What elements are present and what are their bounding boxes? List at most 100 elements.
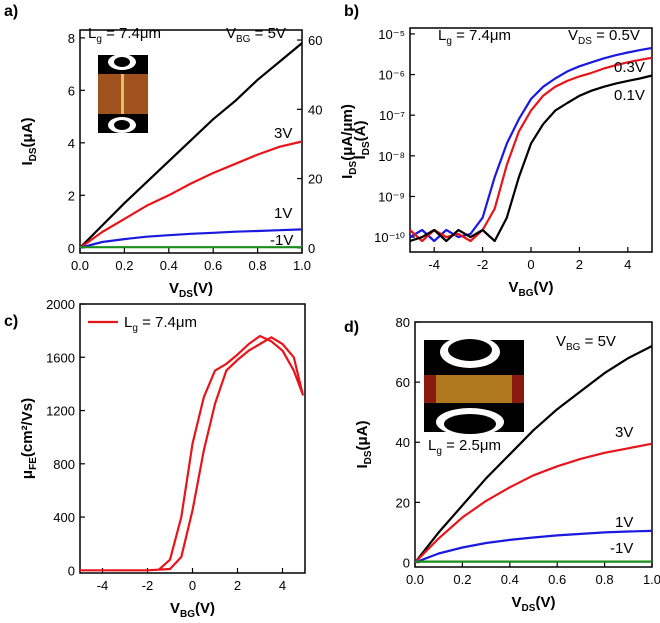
y-tick-label: 20 — [396, 495, 410, 510]
x-axis-title-rest: (V) — [534, 279, 554, 296]
annotation-main: V — [226, 25, 236, 42]
inset-d — [424, 336, 524, 436]
x-tick-label: 0 — [189, 578, 196, 593]
x-axis-title-rest: (V) — [193, 280, 213, 297]
x-axis-title: VBG(V) — [170, 600, 215, 620]
y-axis-title-sub: FE — [28, 457, 39, 470]
x-tick-label: 0 — [527, 257, 534, 272]
y-tick-label: 10⁻⁵ — [378, 27, 405, 42]
x-axis-title-main: V — [170, 600, 180, 617]
annotation: 3V — [615, 424, 633, 441]
x-axis-title: VDS(V) — [512, 594, 556, 614]
y-tick-label: 40 — [396, 435, 410, 450]
y-tick-label: 10⁻⁹ — [378, 189, 405, 204]
x-tick-label: 0.4 — [501, 572, 519, 587]
annotation-sub: g — [96, 34, 102, 45]
annotation-main: 0.1V — [614, 87, 645, 104]
y-tick-label: 60 — [396, 375, 410, 390]
y-tick-label: 2000 — [46, 297, 75, 312]
x-tick-label: 2 — [234, 578, 241, 593]
y-tick-label: 0 — [68, 241, 75, 256]
annotation: 1V — [274, 205, 292, 222]
y-tick-label: 10⁻¹⁰ — [374, 230, 405, 245]
x-tick-label: -2 — [142, 578, 154, 593]
legend-label-rest: = 7.4μm — [138, 314, 197, 331]
annotation-rest: = 7.4μm — [102, 25, 161, 42]
annotation-sub: BG — [566, 342, 581, 353]
annotation-rest: = 0.5V — [592, 27, 640, 44]
y-tick-label: 10⁻⁷ — [379, 108, 405, 123]
y-axis-title-main: I — [19, 161, 36, 165]
data-line — [80, 334, 304, 572]
y2-tick-label: 40 — [308, 102, 322, 117]
y-axis-title-main: I — [352, 155, 369, 159]
y-tick-label: 6 — [68, 83, 75, 98]
x-tick-label: 1.0 — [643, 572, 660, 587]
annotation-sub: g — [446, 36, 452, 47]
y2-axis-title-sub: DS — [348, 160, 359, 174]
panel-label: b) — [344, 3, 359, 20]
plot-frame — [79, 303, 306, 574]
y-tick-label: 8 — [68, 31, 75, 46]
annotation: 3V — [274, 125, 292, 142]
y-tick-label: 1600 — [46, 350, 75, 365]
x-tick-label: 0.8 — [249, 258, 267, 273]
y2-axis-title: IDS(μA/μm) — [339, 104, 359, 179]
y-tick-label: 800 — [53, 457, 75, 472]
legend-label: Lg = 7.4μm — [124, 314, 197, 334]
y-axis-title: IDS(A) — [352, 121, 372, 160]
y-axis-title-main: I — [354, 464, 371, 468]
x-tick-label: -2 — [477, 257, 489, 272]
x-tick-label: 0.0 — [71, 258, 89, 273]
y-tick-label: 10⁻⁶ — [378, 68, 405, 83]
annotation: -1V — [610, 540, 633, 557]
annotation-sub: BG — [236, 34, 251, 45]
annotation-rest: = 5V — [580, 333, 615, 350]
y2-tick-label: 0 — [308, 241, 315, 256]
x-axis-title-rest: (V) — [195, 600, 215, 617]
annotation: 0.3V — [614, 59, 645, 76]
y-axis-title-rest: (μA) — [19, 117, 36, 147]
x-tick-label: 0.4 — [160, 258, 178, 273]
data-line — [414, 442, 653, 564]
y-axis-title-main: μ — [19, 470, 36, 479]
annotation-main: L — [438, 27, 446, 44]
data-line — [414, 529, 653, 564]
annotation-main: -1V — [270, 232, 293, 249]
panel-label: a) — [4, 3, 18, 20]
y-tick-label: 0 — [68, 563, 75, 578]
x-tick-label: 0.0 — [406, 572, 424, 587]
y-tick-label: 400 — [53, 510, 75, 525]
x-axis-title-rest: (V) — [535, 594, 555, 611]
y-tick-label: 4 — [68, 136, 75, 151]
y-axis-title-sub: DS — [28, 147, 39, 161]
annotation-main: 1V — [274, 205, 292, 222]
inset-a — [98, 54, 148, 133]
data-line — [79, 228, 303, 249]
annotation-main: V — [556, 333, 566, 350]
x-tick-label: 4 — [279, 578, 286, 593]
x-tick-label: -4 — [428, 257, 440, 272]
data-line — [414, 345, 653, 564]
annotation-main: L — [428, 437, 436, 454]
y-tick-label: 10⁻⁸ — [378, 149, 405, 164]
y-axis-title-rest: (cm²/Vs) — [19, 398, 36, 457]
y-axis-title: μFE(cm²/Vs) — [19, 398, 39, 479]
annotation: VDS = 0.5V — [568, 27, 640, 47]
panel-label: c) — [4, 313, 18, 330]
y-tick-label: 0 — [403, 555, 410, 570]
annotation-rest: = 5V — [250, 25, 285, 42]
x-axis-title-sub: DS — [179, 289, 193, 300]
x-axis-title-main: V — [512, 594, 522, 611]
x-axis-title: VDS(V) — [169, 280, 213, 300]
y-axis-title: IDS(μA) — [354, 420, 374, 468]
annotation-main: -1V — [610, 540, 633, 557]
annotation: Lg = 7.4μm — [438, 27, 511, 47]
y-axis-title-rest: (A) — [352, 121, 369, 142]
annotation: VBG = 5V — [556, 333, 616, 353]
y-tick-label: 1200 — [46, 404, 75, 419]
annotation-main: L — [88, 25, 96, 42]
y2-tick-label: 60 — [308, 33, 322, 48]
x-tick-label: 0.6 — [204, 258, 222, 273]
